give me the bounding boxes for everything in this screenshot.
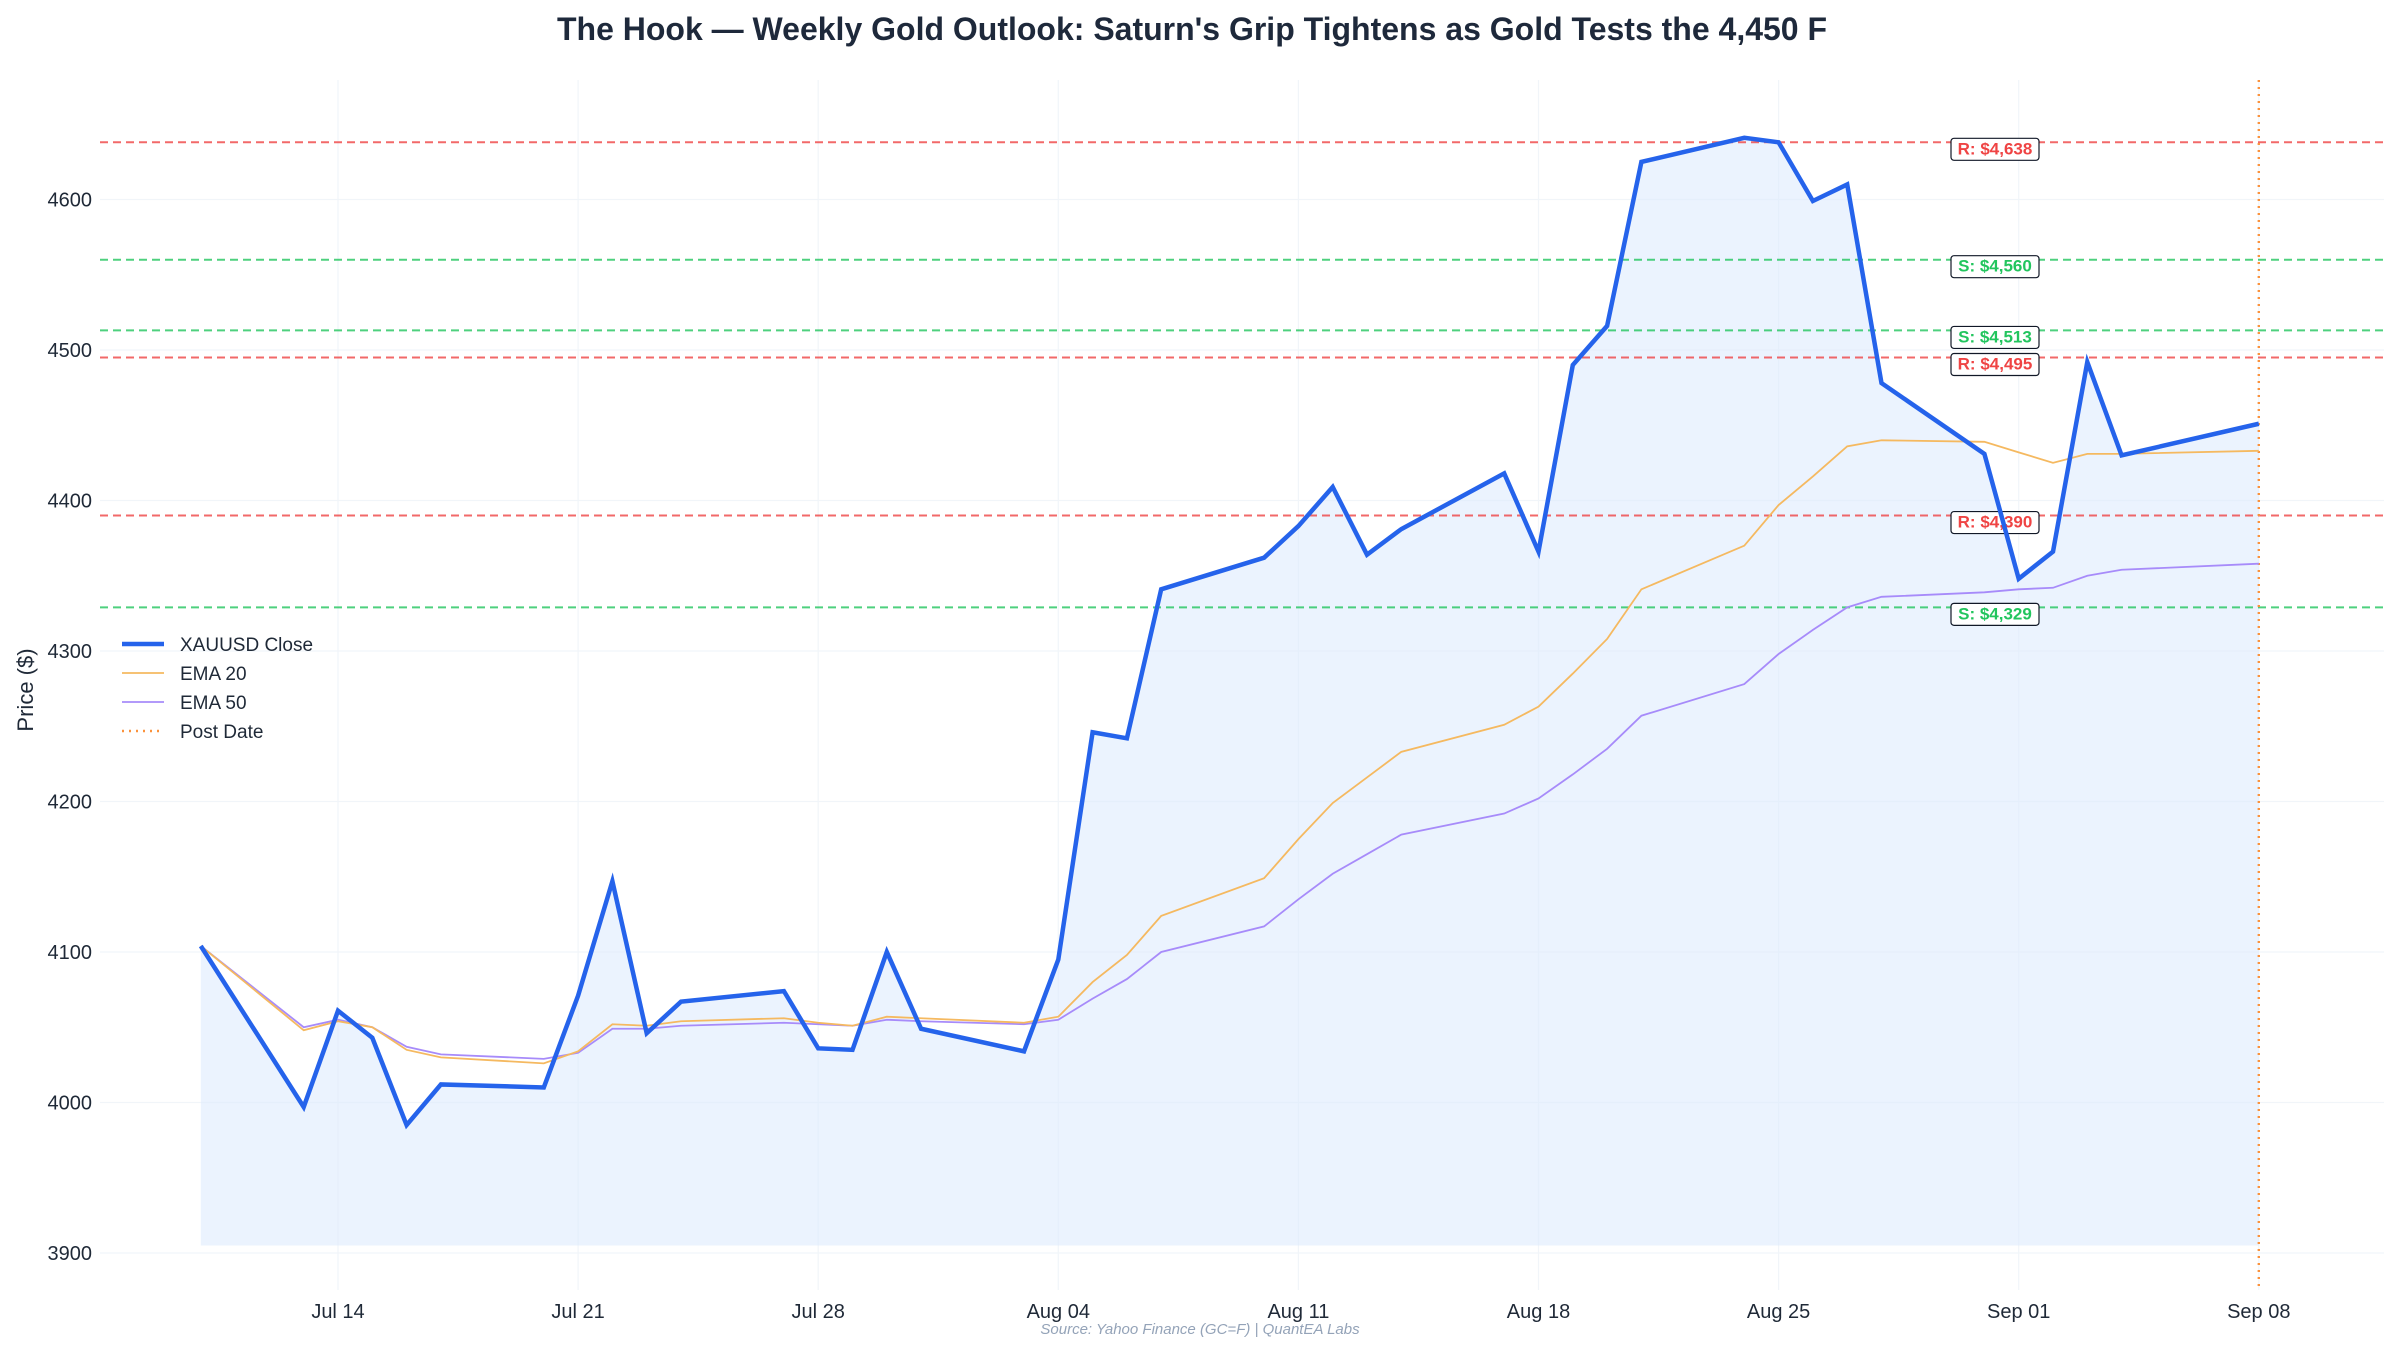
price-area-fill xyxy=(200,137,2259,1246)
x-tick-label: Jul 14 xyxy=(311,1301,364,1323)
legend: XAUUSD Close EMA 20 EMA 50 Post Date xyxy=(122,635,313,743)
resistance-label-box xyxy=(1950,137,2040,161)
legend-post-date-label: Post Date xyxy=(180,722,263,743)
legend-ema50-label: EMA 50 xyxy=(180,693,247,714)
support-label-box xyxy=(1950,255,2040,279)
x-tick-label: Jul 28 xyxy=(792,1301,845,1323)
support-label: S: $4,560 xyxy=(1958,257,2032,276)
x-tick-label: Aug 11 xyxy=(1267,1301,1329,1323)
support-label-box xyxy=(1950,602,2040,626)
y-axis-label: Price ($) xyxy=(13,648,38,731)
y-tick-label: 4600 xyxy=(48,190,93,212)
x-tick-label: Jul 21 xyxy=(551,1301,604,1323)
support-label-box xyxy=(1950,325,2040,350)
x-tick-label: Aug 18 xyxy=(1507,1301,1570,1323)
x-tick-label: Aug 04 xyxy=(1027,1301,1090,1323)
series-lines xyxy=(198,135,2260,1130)
legend-close-label: XAUUSD Close xyxy=(180,635,313,656)
y-tick-label: 4300 xyxy=(48,641,93,663)
x-tick-label: Sep 01 xyxy=(1987,1301,2050,1323)
legend-ema20-label: EMA 20 xyxy=(180,664,247,685)
chart-title: The Hook — Weekly Gold Outlook: Saturn's… xyxy=(557,11,1827,47)
y-tick-label: 4400 xyxy=(48,491,93,513)
close-area xyxy=(200,137,2259,1246)
resistance-label-box xyxy=(1950,510,2040,535)
x-tick-label: Aug 25 xyxy=(1747,1301,1810,1323)
y-tick-label: 3900 xyxy=(48,1243,93,1265)
resistance-label: R: $4,638 xyxy=(1958,139,2033,158)
y-tick-label: 4200 xyxy=(48,792,93,814)
support-label: S: $4,513 xyxy=(1958,327,2032,346)
support-label: S: $4,329 xyxy=(1958,604,2032,623)
close-price-line xyxy=(198,135,2260,1130)
ema-20-line xyxy=(200,439,2259,1065)
resistance-label: R: $4,390 xyxy=(1958,513,2033,532)
axis-ticks: 3900 4000 4100 4200 4300 4400 4500 4600 Jul 14 Ju… xyxy=(48,190,2291,1324)
source-note: Source: Yahoo Finance (GC=F) | QuantEA L… xyxy=(1040,1321,1360,1338)
resistance-label: R: $4,495 xyxy=(1958,355,2033,374)
y-tick-label: 4500 xyxy=(48,340,93,362)
x-tick-label: Sep 08 xyxy=(2227,1301,2290,1323)
y-tick-label: 4100 xyxy=(48,942,93,964)
resistance-label-box xyxy=(1950,352,2040,377)
y-tick-label: 4000 xyxy=(48,1093,93,1115)
